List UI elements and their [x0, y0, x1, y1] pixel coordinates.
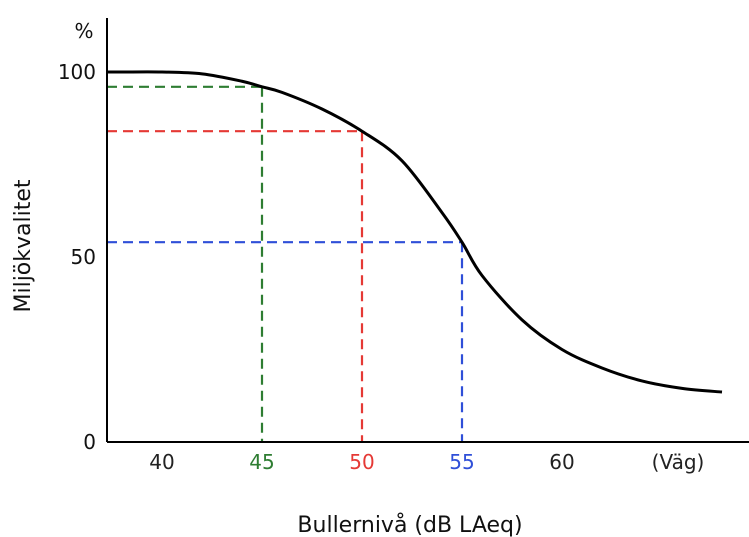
y-tick-label-100: 100 — [58, 60, 96, 84]
reference-lines — [107, 85, 464, 442]
y-tick-labels: 0 50 100 — [58, 60, 96, 454]
y-unit-label: % — [74, 19, 93, 43]
x-extra-label: (Väg) — [652, 450, 705, 474]
x-tick-label-40: 40 — [149, 450, 174, 474]
x-tick-label-55: 55 — [449, 450, 474, 474]
x-tick-label-45: 45 — [249, 450, 274, 474]
y-axis-label: Miljökvalitet — [11, 179, 36, 312]
series-line — [108, 70, 723, 394]
y-tick-label-50: 50 — [71, 245, 96, 269]
x-tick-label-60: 60 — [549, 450, 574, 474]
x-axis-label: Bullernivå (dB LAeq) — [297, 512, 522, 537]
x-tick-label-50: 50 — [349, 450, 374, 474]
y-tick-label-0: 0 — [83, 430, 96, 454]
x-tick-labels: 40 45 50 55 60 — [149, 450, 574, 474]
